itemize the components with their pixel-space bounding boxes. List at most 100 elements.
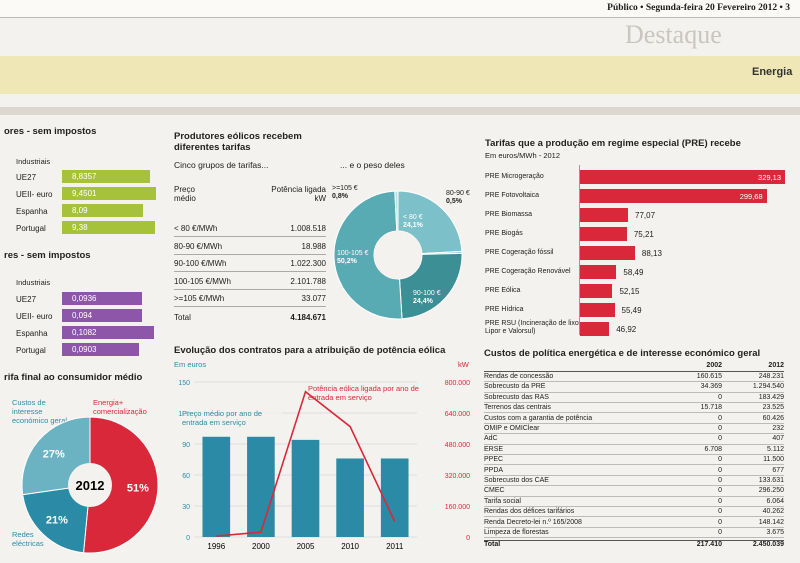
panel1-subtitle: Industriais (16, 157, 51, 166)
cost-2002: 0 (718, 393, 722, 401)
left-unit: Em euros (174, 360, 207, 369)
price-cell: >=105 €/MWh (174, 294, 225, 303)
bar-value: 8,8357 (62, 170, 151, 183)
table-row: ERSE 6.708 5.112 (484, 446, 784, 455)
donut-label-range: 100-105 € (337, 250, 369, 257)
x-tick-label: 2011 (386, 542, 404, 551)
donut-label-range: < 80 € (403, 214, 423, 221)
bar-value: 9,4501 (62, 187, 157, 200)
pre-label: PRE Microgeração (485, 173, 544, 180)
page-header: Público • Segunda-feira 20 Fevereiro 201… (0, 0, 800, 18)
pre-bar (580, 303, 615, 317)
pie-slice-label: 21% (46, 515, 68, 527)
divider (0, 107, 800, 115)
pre-axis (579, 165, 580, 335)
cost-item: Sobrecusto das RAS (484, 393, 549, 401)
donut-label-pct: 24,1% (403, 222, 423, 229)
bar (291, 439, 320, 537)
custos-total-2002: 217.410 (696, 541, 722, 549)
bar (202, 436, 231, 537)
panel2-subtitle: Industriais (16, 278, 51, 287)
eolicos-col1: Preço médio (174, 185, 196, 203)
cost-2002: 0 (718, 435, 722, 443)
bar-value: 0,0936 (62, 292, 142, 305)
cost-2012: 1.294.540 (752, 383, 784, 391)
table-row: Rendas de concessão 160.615 248.231 (484, 373, 784, 383)
pre-value: 329,13 (758, 173, 781, 182)
cost-2002: 34.369 (700, 383, 722, 391)
cost-item: ERSE (484, 445, 504, 453)
custos-total-2012: 2.450.039 (752, 541, 784, 549)
right-unit: kW (458, 360, 469, 369)
table-row: CMEC 0 296.250 (484, 487, 784, 497)
cost-item: PPDA (484, 466, 504, 474)
table-row: < 80 €/MWh 1.008.518 (174, 220, 326, 237)
label-redes: Redes eléctricas (12, 530, 44, 548)
pre-label: PRE Eólica (485, 287, 521, 294)
cost-2012: 3.675 (766, 529, 784, 536)
y-tick-label: 90 (182, 442, 190, 449)
cost-2002: 160.615 (696, 373, 722, 380)
table-row: 80-90 €/MWh 18.988 (174, 238, 326, 255)
total-label: Total (174, 313, 191, 322)
kw-cell: 1.022.300 (290, 259, 326, 268)
custos-total-row: Total 217.410 2.450.039 (484, 540, 784, 549)
cost-2002: 0 (718, 518, 722, 526)
y-tick-label: 30 (182, 504, 190, 511)
cost-item: Sobrecusto dos CAE (484, 477, 549, 484)
donut-label-pct: 0,8% (332, 193, 348, 200)
banner-text: Energia (752, 66, 793, 78)
evolucao-title: Evolução dos contratos para a atribuição… (174, 345, 446, 356)
cost-2012: 296.250 (758, 487, 784, 495)
bar-row: Espanha 0,1082 (12, 326, 162, 340)
custos-total-label: Total (484, 541, 501, 549)
cost-item: Tarifa social (484, 497, 521, 505)
table-row: 90-100 €/MWh 1.022.300 (174, 255, 326, 272)
cost-item: Renda Decreto-lei n.º 165/2008 (484, 518, 582, 526)
tariff-groups-donut (333, 190, 463, 320)
eolicos-total-row: Total 4.184.671 (174, 309, 326, 326)
price-cell: 90-100 €/MWh (174, 259, 227, 268)
label-custos: Custos de interesse económico geral (12, 398, 68, 425)
eolicos-title: Produtores eólicos recebem diferentes ta… (174, 131, 302, 153)
pre-bar (580, 284, 613, 298)
cost-2012: 232 (772, 425, 784, 432)
donut-label-range: 80-90 € (446, 190, 470, 197)
panel3-title: rifa final ao consumidor médio (4, 372, 143, 383)
cost-item: AdC (484, 435, 498, 443)
year-2012: 2012 (768, 362, 784, 369)
panel1-title: ores - sem impostos (4, 126, 97, 137)
table-row: OMIP e OMIClear 0 232 (484, 425, 784, 435)
cost-2012: 40.262 (762, 508, 784, 516)
bar-label: Espanha (16, 329, 48, 338)
donut-hole (374, 231, 422, 279)
table-row: AdC 0 407 (484, 435, 784, 445)
pre-value: 52,15 (619, 287, 640, 296)
price-cell: < 80 €/MWh (174, 224, 218, 233)
evolution-chart: 1501209060300800.000640.000480.000320.00… (178, 380, 470, 551)
bar-label: UE27 (16, 295, 37, 304)
donut-label-range: 90-100 € (413, 290, 441, 297)
pre-value: 58,49 (623, 268, 644, 277)
cost-2012: 23.525 (762, 404, 784, 412)
table-row: 100-105 €/MWh 2.101.788 (174, 273, 326, 290)
bar-value: 8,09 (62, 204, 143, 217)
kw-cell: 2.101.788 (290, 276, 326, 286)
cost-item: Limpeza de florestas (484, 529, 549, 536)
ghost-section-title: Destaque (625, 20, 722, 49)
bar-row: UEII- euro 0,094 (12, 309, 162, 323)
table-row: Terrenos das centrais 15.718 23.525 (484, 404, 784, 414)
pre-label: PRE Cogeração fóssil (485, 249, 554, 256)
cost-2012: 183.429 (758, 393, 784, 401)
donut-label-pct: 24,4% (413, 298, 433, 305)
donut-label: 80-90 €0,5% (446, 190, 470, 206)
panel2-title: res - sem impostos (4, 250, 91, 261)
y2-tick-label: 480.000 (445, 442, 470, 449)
top-banner: Energia (0, 56, 800, 94)
y-tick-label: 150 (178, 380, 190, 387)
cost-2002: 0 (718, 466, 722, 474)
pre-value: 299,68 (739, 192, 763, 201)
pie-center-label: 2012 (76, 478, 105, 493)
pre-bar: 299,68 (580, 189, 767, 203)
table-row: >=105 €/MWh 33.077 (174, 290, 326, 307)
